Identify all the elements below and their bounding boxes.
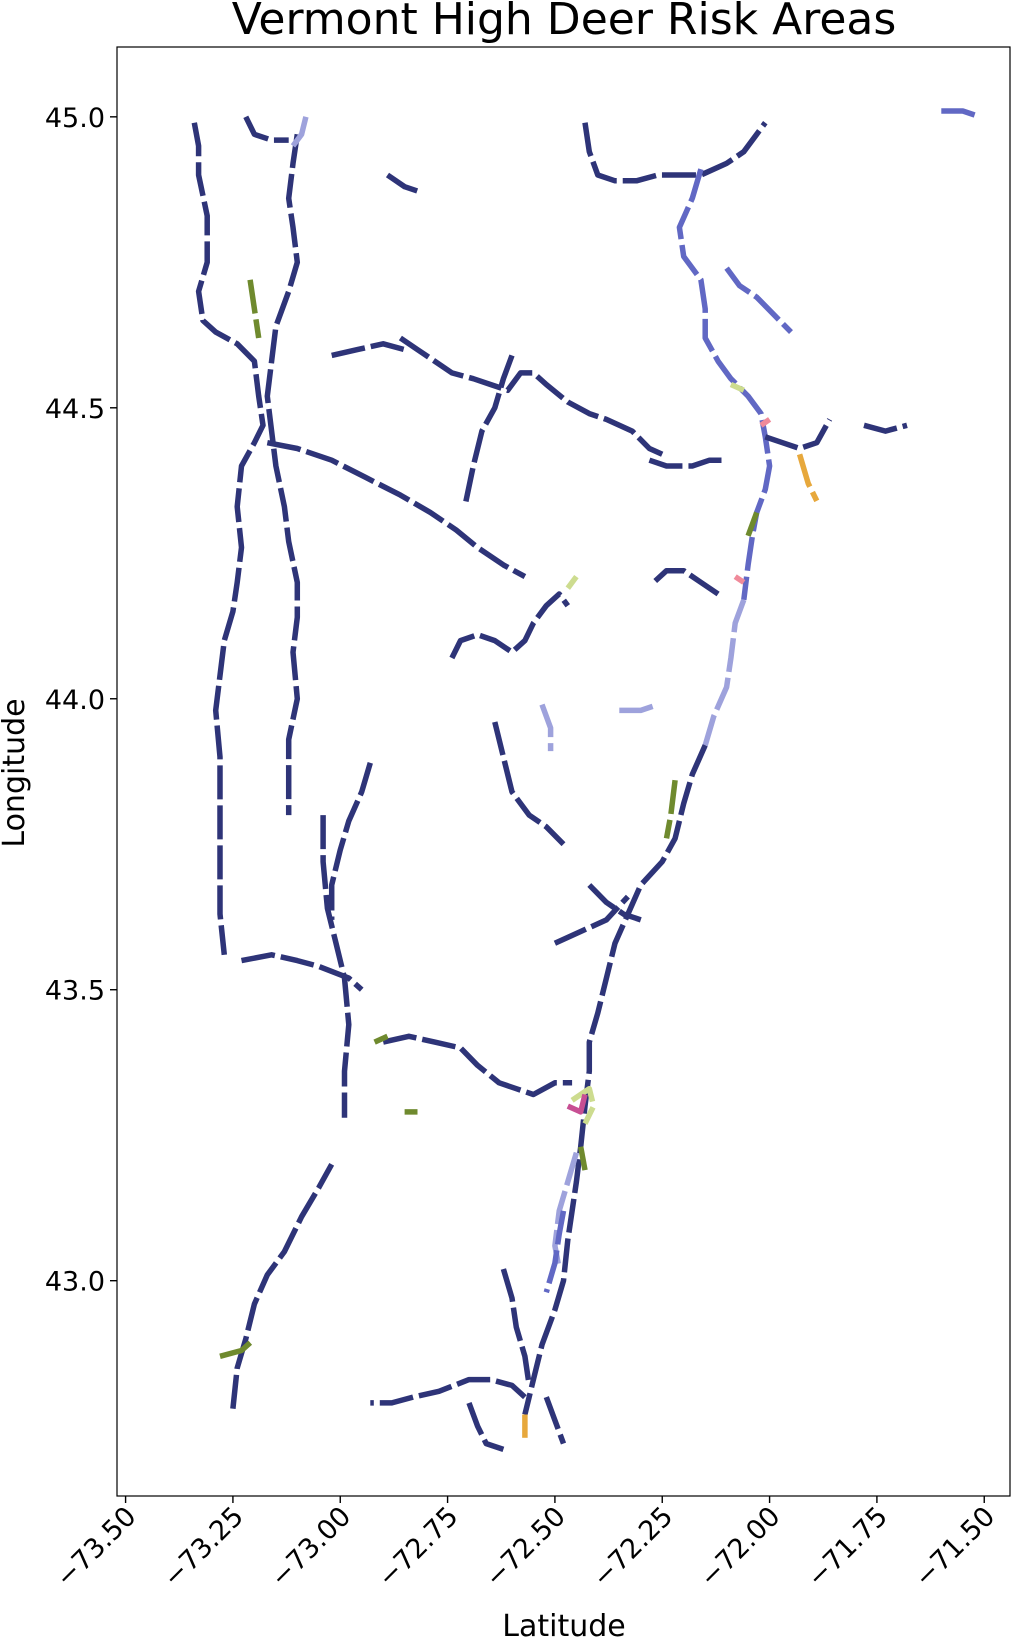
road-network	[191, 108, 981, 1453]
road-segment-r20	[553, 894, 630, 946]
road-segment-r14	[320, 815, 352, 1118]
road-segment-r28	[385, 172, 423, 196]
road-segment-r31	[941, 108, 981, 120]
road-segment-r3	[266, 440, 527, 580]
road-segment-r5	[398, 335, 664, 457]
road-segment-r23	[543, 1396, 567, 1445]
x-axis-label: Latitude	[502, 1609, 625, 1641]
chart-title: Vermont High Deer Risk Areas	[232, 0, 897, 45]
road-segment-r1	[191, 122, 266, 956]
x-axis-ticks: −73.50 −73.25 −73.00 −72.75 −72.50 −72.25 −72.…	[50, 1496, 1001, 1594]
road-segment-r42	[373, 1033, 389, 1045]
road-segment-r51	[759, 417, 772, 428]
road-segment-r41	[219, 1336, 257, 1359]
road-segment-r18	[492, 721, 566, 847]
road-segment-r4	[331, 341, 406, 359]
road-segment-r16	[328, 762, 373, 920]
x-tick-label: −72.25	[587, 1501, 680, 1594]
road-segment-r17	[449, 591, 571, 660]
y-tick-label: 43.0	[45, 1267, 105, 1298]
x-tick-label: −72.00	[694, 1501, 787, 1594]
road-segment-r10	[522, 744, 708, 1416]
road-segment-r15	[382, 1033, 573, 1098]
x-tick-label: −73.50	[50, 1501, 143, 1594]
road-segment-r37	[247, 279, 262, 339]
road-segment-r49	[566, 1093, 588, 1115]
road-segment-r32	[290, 116, 309, 148]
x-tick-label: −71.75	[801, 1501, 894, 1594]
y-tick-label: 43.5	[45, 976, 105, 1007]
road-segment-r13	[240, 952, 364, 992]
plot-frame	[116, 46, 1011, 1497]
road-segment-r21	[466, 1401, 505, 1453]
x-tick-label: −71.50	[909, 1501, 1002, 1594]
road-segment-r27	[243, 115, 289, 143]
road-segment-r36	[543, 1210, 567, 1294]
road-segment-r34	[619, 701, 659, 714]
road-segment-r26	[863, 422, 908, 434]
y-tick-label: 44.0	[45, 685, 105, 716]
road-segment-r40	[577, 1146, 588, 1171]
road-segment-r9	[702, 598, 747, 747]
road-segment-r24	[651, 567, 720, 597]
road-segment-r39	[745, 511, 760, 537]
road-segment-r8	[676, 168, 773, 601]
road-segment-r2	[264, 133, 301, 816]
road-segment-r12	[230, 1162, 335, 1409]
road-segment-r22	[500, 1268, 532, 1386]
road-segment-r25	[764, 418, 833, 452]
y-axis-label: Longitude	[0, 698, 32, 847]
road-segment-r45	[570, 1085, 597, 1125]
road-segment-r38	[663, 779, 678, 839]
road-segment-r46	[565, 574, 579, 590]
road-segment-r44	[729, 381, 745, 393]
road-segment-r47	[796, 453, 820, 503]
road-segment-r29	[648, 457, 727, 469]
x-tick-label: −72.75	[372, 1501, 465, 1594]
road-segment-r11	[370, 1376, 527, 1406]
road-segment-r30	[724, 266, 793, 335]
x-tick-label: −73.25	[157, 1501, 250, 1594]
y-tick-label: 45.0	[45, 103, 105, 134]
road-segment-r7	[582, 121, 768, 184]
road-segment-r33	[539, 703, 554, 752]
x-tick-label: −73.00	[265, 1501, 358, 1594]
road-segment-r50	[733, 574, 746, 585]
road-segment-r19	[587, 883, 642, 923]
y-tick-label: 44.5	[45, 394, 105, 425]
x-tick-label: −72.50	[479, 1501, 572, 1594]
y-axis-ticks: 43.0 43.5 44.0 44.5 45.0	[45, 103, 117, 1298]
road-segment-r6	[462, 354, 515, 508]
